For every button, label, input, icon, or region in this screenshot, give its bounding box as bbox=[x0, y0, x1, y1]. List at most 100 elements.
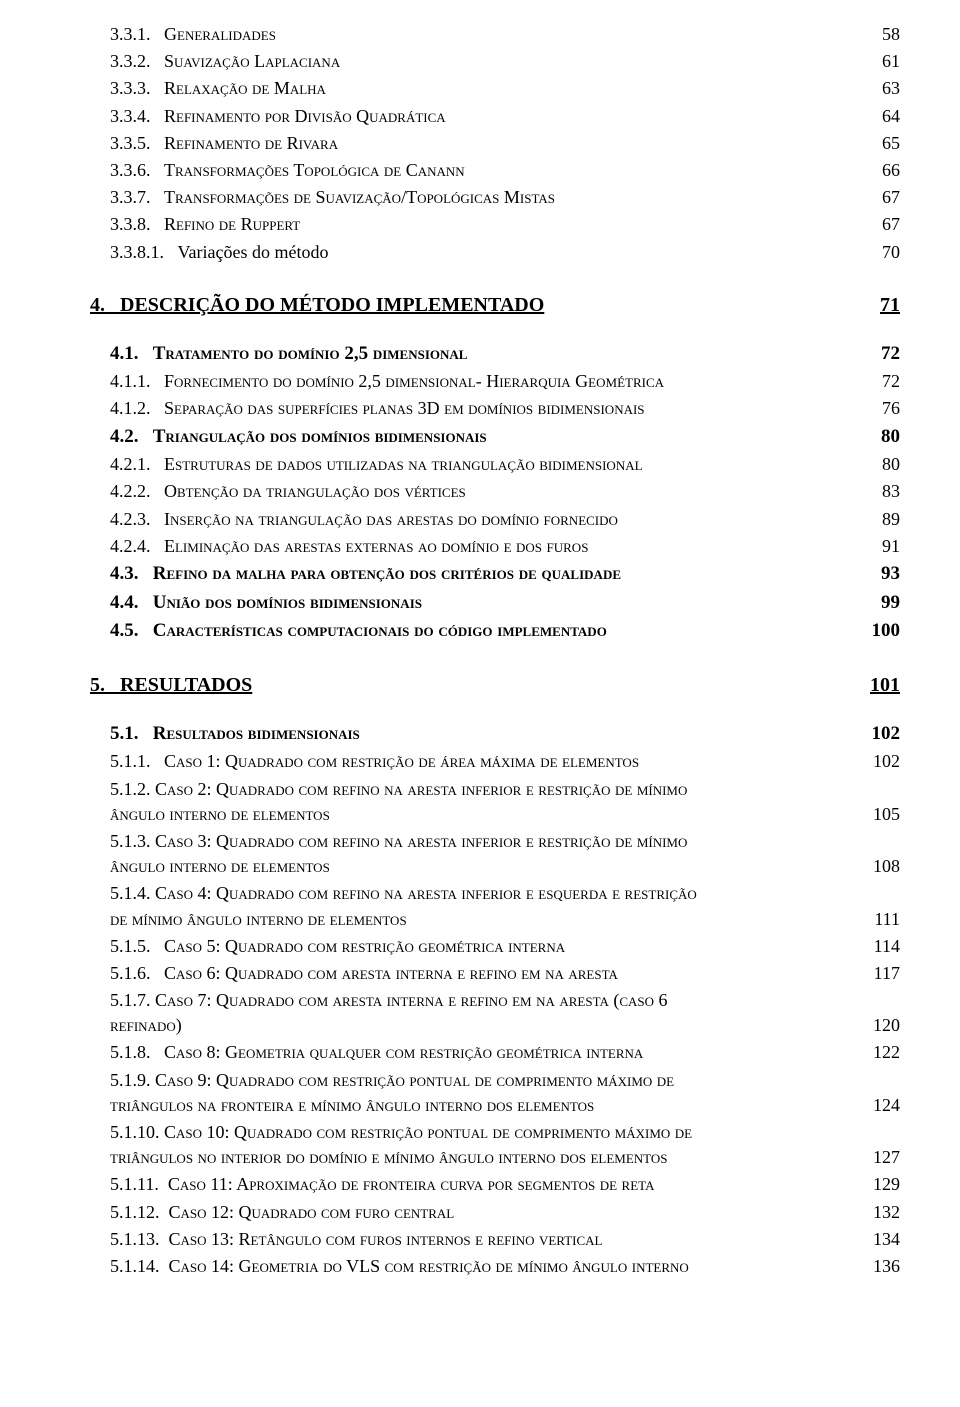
entry-page: 134 bbox=[853, 1227, 900, 1252]
toc-entry: 4.1.1. Fornecimento do domínio 2,5 dimen… bbox=[90, 369, 900, 394]
toc-entry: 5.1.14. Caso 14: Geometria do VLS com re… bbox=[90, 1254, 900, 1279]
entry-line2: refinado) bbox=[110, 1013, 182, 1038]
entry-page: 102 bbox=[853, 749, 900, 774]
entry-page: 127 bbox=[853, 1145, 900, 1170]
entry-line1: 5.1.9. Caso 9: Quadrado com restrição po… bbox=[110, 1068, 900, 1093]
entry-number: 4.2.2. bbox=[110, 479, 164, 504]
entry-label: Resultados bidimensionais bbox=[153, 721, 360, 748]
entry-line2: triângulos no interior do domínio e míni… bbox=[110, 1145, 668, 1170]
entry-page: 108 bbox=[853, 854, 900, 879]
entry-number: 3.3.4. bbox=[110, 104, 164, 129]
entry-page: 80 bbox=[861, 424, 900, 451]
toc-entry: 3.3.5. Refinamento de Rivara 65 bbox=[90, 131, 900, 156]
toc-entry: 4.2.3. Inserção na triangulação das ares… bbox=[90, 507, 900, 532]
entry-page: 67 bbox=[862, 185, 900, 210]
entry-page: 91 bbox=[862, 534, 900, 559]
entry-label: Caso 11: Aproximação de fronteira curva … bbox=[168, 1172, 655, 1197]
entry-label: DESCRIÇÃO DO MÉTODO IMPLEMENTADO bbox=[120, 291, 544, 319]
entry-number: 5.1.14. bbox=[110, 1254, 169, 1279]
entry-label: Estruturas de dados utilizadas na triang… bbox=[164, 452, 643, 477]
entry-page: 129 bbox=[853, 1172, 900, 1197]
entry-line1: 5.1.3. Caso 3: Quadrado com refino na ar… bbox=[110, 829, 900, 854]
entry-label: Caso 6: Quadrado com aresta interna e re… bbox=[164, 961, 618, 986]
entry-page: 101 bbox=[850, 671, 900, 699]
toc-page: 3.3.1. Generalidades 58 3.3.2. Suavizaçã… bbox=[0, 0, 960, 1407]
entry-page: 64 bbox=[862, 104, 900, 129]
entry-label: Fornecimento do domínio 2,5 dimensional-… bbox=[164, 369, 664, 394]
entry-label: Refino da malha para obtenção dos critér… bbox=[153, 561, 621, 588]
toc-entry: 3.3.2. Suavização Laplaciana 61 bbox=[90, 49, 900, 74]
entry-number: 4.3. bbox=[110, 561, 153, 588]
toc-entry: 4.2. Triangulação dos domínios bidimensi… bbox=[90, 424, 900, 451]
entry-label: Caso 12: Quadrado com furo central bbox=[169, 1200, 455, 1225]
entry-page: 120 bbox=[853, 1013, 900, 1038]
entry-page: 99 bbox=[861, 590, 900, 617]
entry-page: 66 bbox=[862, 158, 900, 183]
entry-page: 61 bbox=[862, 49, 900, 74]
entry-number: 4.4. bbox=[110, 590, 153, 617]
entry-label: Características computacionais do código… bbox=[153, 618, 607, 645]
entry-line2: ângulo interno de elementos bbox=[110, 854, 330, 879]
toc-entry: 4.2.2. Obtenção da triangulação dos vért… bbox=[90, 479, 900, 504]
entry-line1: 5.1.2. Caso 2: Quadrado com refino na ar… bbox=[110, 777, 900, 802]
toc-entry: 5.1.5. Caso 5: Quadrado com restrição ge… bbox=[90, 934, 900, 959]
toc-entry: 5.1.6. Caso 6: Quadrado com aresta inter… bbox=[90, 961, 900, 986]
entry-line2: de mínimo ângulo interno de elementos bbox=[110, 907, 407, 932]
entry-page: 70 bbox=[862, 240, 900, 265]
entry-line1: 5.1.7. Caso 7: Quadrado com aresta inter… bbox=[110, 988, 900, 1013]
entry-page: 114 bbox=[854, 934, 900, 959]
entry-label: Suavização Laplaciana bbox=[164, 49, 340, 74]
entry-label: Caso 14: Geometria do VLS com restrição … bbox=[169, 1254, 689, 1279]
toc-entry: 4.4. União dos domínios bidimensionais 9… bbox=[90, 590, 900, 617]
entry-label: Caso 1: Quadrado com restrição de área m… bbox=[164, 749, 639, 774]
entry-line1: 5.1.4. Caso 4: Quadrado com refino na ar… bbox=[110, 881, 900, 906]
entry-page: 63 bbox=[862, 76, 900, 101]
entry-page: 65 bbox=[862, 131, 900, 156]
entry-label: Separação das superfícies planas 3D em d… bbox=[164, 396, 645, 421]
toc-entry: 5.1.13. Caso 13: Retângulo com furos int… bbox=[90, 1227, 900, 1252]
entry-number: 5.1.11. bbox=[110, 1172, 168, 1197]
entry-page: 132 bbox=[853, 1200, 900, 1225]
entry-number: 5.1.8. bbox=[110, 1040, 164, 1065]
entry-line2: triângulos na fronteira e mínimo ângulo … bbox=[110, 1093, 594, 1118]
entry-label: Refinamento de Rivara bbox=[164, 131, 338, 156]
entry-number: 4.1.1. bbox=[110, 369, 164, 394]
toc-entry-multiline: 5.1.10. Caso 10: Quadrado com restrição … bbox=[90, 1120, 900, 1170]
toc-entry: 5.1.11. Caso 11: Aproximação de fronteir… bbox=[90, 1172, 900, 1197]
toc-entry: 3.3.1. Generalidades 58 bbox=[90, 22, 900, 47]
entry-page: 80 bbox=[862, 452, 900, 477]
entry-label: Triangulação dos domínios bidimensionais bbox=[153, 424, 487, 451]
entry-page: 71 bbox=[860, 291, 900, 319]
entry-page: 117 bbox=[854, 961, 900, 986]
entry-number: 5.1.1. bbox=[110, 749, 164, 774]
entry-number: 3.3.2. bbox=[110, 49, 164, 74]
toc-entry: 3.3.7. Transformações de Suavização/Topo… bbox=[90, 185, 900, 210]
entry-label: Generalidades bbox=[164, 22, 276, 47]
entry-number: 4.2. bbox=[110, 424, 153, 451]
entry-page: 58 bbox=[862, 22, 900, 47]
toc-entry: 4.2.1. Estruturas de dados utilizadas na… bbox=[90, 452, 900, 477]
toc-entry-multiline: 5.1.4. Caso 4: Quadrado com refino na ar… bbox=[90, 881, 900, 931]
entry-page: 67 bbox=[862, 212, 900, 237]
toc-entry: 4.2.4. Eliminação das arestas externas a… bbox=[90, 534, 900, 559]
entry-number: 4.2.4. bbox=[110, 534, 164, 559]
entry-number: 4.2.3. bbox=[110, 507, 164, 532]
entry-label: RESULTADOS bbox=[120, 671, 252, 699]
entry-page: 105 bbox=[853, 802, 900, 827]
entry-number: 5.1.12. bbox=[110, 1200, 169, 1225]
toc-entry: 3.3.3. Relaxação de Malha 63 bbox=[90, 76, 900, 101]
entry-number: 4.1.2. bbox=[110, 396, 164, 421]
toc-entry: 3.3.8.1. Variações do método 70 bbox=[90, 240, 900, 265]
entry-number: 5. bbox=[90, 671, 120, 699]
toc-entry: 4.1. Tratamento do domínio 2,5 dimension… bbox=[90, 341, 900, 368]
entry-number: 4. bbox=[90, 291, 120, 319]
entry-page: 124 bbox=[853, 1093, 900, 1118]
entry-label: Obtenção da triangulação dos vértices bbox=[164, 479, 466, 504]
entry-number: 3.3.6. bbox=[110, 158, 164, 183]
entry-page: 136 bbox=[853, 1254, 900, 1279]
entry-line1: 5.1.10. Caso 10: Quadrado com restrição … bbox=[110, 1120, 900, 1145]
toc-entry: 5.1.8. Caso 8: Geometria qualquer com re… bbox=[90, 1040, 900, 1065]
toc-entry: 5.1. Resultados bidimensionais 102 bbox=[90, 721, 900, 748]
entry-label: Variações do método bbox=[178, 240, 329, 265]
toc-section-heading: 4. DESCRIÇÃO DO MÉTODO IMPLEMENTADO 71 bbox=[90, 291, 900, 319]
